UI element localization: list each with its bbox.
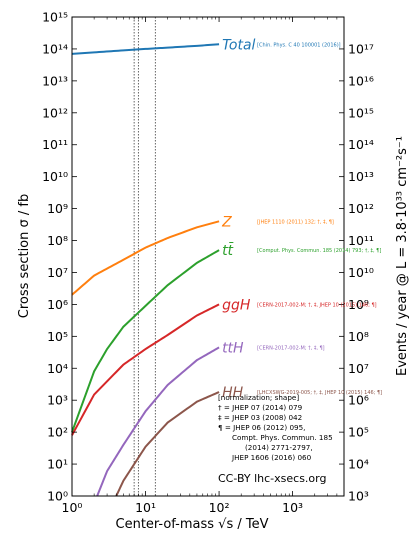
note-line: [normalization; shape] <box>218 393 299 402</box>
y-tick-label: 10³ <box>47 393 68 408</box>
y-tick-label: 10¹¹ <box>42 137 68 152</box>
y-tick-label: 10¹ <box>47 457 68 472</box>
series-line <box>71 249 220 433</box>
y2-tick-label: 10⁶ <box>348 393 369 408</box>
x-tick-label: 10¹ <box>135 500 156 515</box>
series-line <box>115 391 220 497</box>
y2-tick-label: 10⁹ <box>348 297 369 312</box>
vertical-reference-lines <box>133 17 156 496</box>
y2-tick-label: 10⁸ <box>348 329 369 344</box>
series-name-label: Total <box>222 37 255 53</box>
series-reference-label: [CERN-2017-002-M; †, ‡, JHEP 10 (2015) 1… <box>257 302 377 308</box>
y2-tick-label: 10¹⁴ <box>348 137 374 152</box>
series-reference-label: [Comput. Phys. Commun. 185 (2014) 793; †… <box>257 248 381 254</box>
y2-tick-label: 10³ <box>348 489 369 504</box>
credit-label: CC-BY lhc-xsecs.org <box>218 472 326 485</box>
y-tick-label: 10⁶ <box>47 297 68 312</box>
series-line <box>71 303 220 436</box>
y2-tick-label: 10¹⁷ <box>348 41 374 56</box>
series-curves <box>71 43 220 497</box>
series-name-label: ggH <box>222 297 251 313</box>
series-line <box>71 43 220 55</box>
series-reference-label: [CERN-2017-002-M; †, ‡, ¶] <box>257 345 325 351</box>
note-line: Compt. Phys. Commun. 185 <box>232 433 333 442</box>
series-labels: Total [Chin. Phys. C 40 100001 (2016)] Z [J… <box>221 37 382 401</box>
plot-frame <box>71 16 345 497</box>
series-reference-label: [Chin. Phys. C 40 100001 (2016)] <box>257 42 341 48</box>
y-tick-label: 10¹⁰ <box>42 169 68 184</box>
y-tick-label: 10¹⁴ <box>42 41 68 56</box>
note-line: ¶ = JHEP 06 (2012) 095, <box>218 423 305 432</box>
note-line: (2014) 2771-2797, <box>245 443 313 452</box>
y-tick-label: 10⁹ <box>47 201 68 216</box>
y2-tick-label: 10¹² <box>348 201 374 216</box>
series-name-label: HH <box>222 385 244 401</box>
notes-block: [normalization; shape] † = JHEP 07 (2014… <box>218 393 333 462</box>
y2-tick-label: 10¹⁵ <box>348 105 374 120</box>
series-reference-label: [JHEP 1110 (2011) 132; †, ‡, ¶] <box>257 219 334 225</box>
axis-ticks: 10⁰ 10¹ 10² 10³ 10⁰ 10¹ 10² 10³ 10⁴ 10⁵ 10⁶ 10⁷ 10⁸ 1… <box>42 10 374 516</box>
series-line <box>96 346 220 497</box>
y2-tick-label: 10¹¹ <box>348 233 374 248</box>
y-tick-label: 10⁸ <box>47 233 68 248</box>
series-name-label: ttH <box>222 340 244 356</box>
y-tick-label: 10¹³ <box>42 73 68 88</box>
y-tick-label: 10⁰ <box>47 489 68 504</box>
y-tick-label: 10¹² <box>42 105 68 120</box>
x-tick-label: 10² <box>209 500 230 515</box>
x-tick-label: 10⁰ <box>62 500 83 515</box>
y2-axis-title: Events / year @ L = 3.8·10³³ cm⁻²s⁻¹ <box>395 136 410 376</box>
x-axis-title: Center-of-mass √s / TeV <box>116 517 269 532</box>
y2-tick-label: 10¹⁰ <box>348 265 374 280</box>
y-tick-label: 10⁴ <box>47 361 68 376</box>
y-tick-label: 10⁷ <box>47 265 68 280</box>
y-tick-label: 10² <box>47 425 68 440</box>
y-axis-title: Cross section σ / fb <box>17 194 32 318</box>
note-line: ‡ = JHEP 03 (2008) 042 <box>218 413 302 422</box>
y-tick-label: 10⁵ <box>47 329 68 344</box>
x-tick-label: 10³ <box>282 500 303 515</box>
note-line: JHEP 1606 (2016) 060 <box>231 453 312 462</box>
y2-tick-label: 10⁷ <box>348 361 369 376</box>
y2-tick-label: 10¹⁶ <box>348 73 374 88</box>
y2-tick-label: 10¹³ <box>348 169 374 184</box>
series-reference-label: [LHCXSWG-2019-005; †, ‡, JHEP 10 (2015) … <box>257 390 382 396</box>
y2-tick-label: 10⁵ <box>348 425 369 440</box>
y-tick-label: 10¹⁵ <box>42 10 68 25</box>
note-line: † = JHEP 07 (2014) 079 <box>218 403 303 412</box>
series-name-label: Z <box>221 214 232 230</box>
series-name-label: tt̄ <box>222 242 234 260</box>
y2-tick-label: 10⁴ <box>348 457 369 472</box>
series-line <box>71 220 220 296</box>
